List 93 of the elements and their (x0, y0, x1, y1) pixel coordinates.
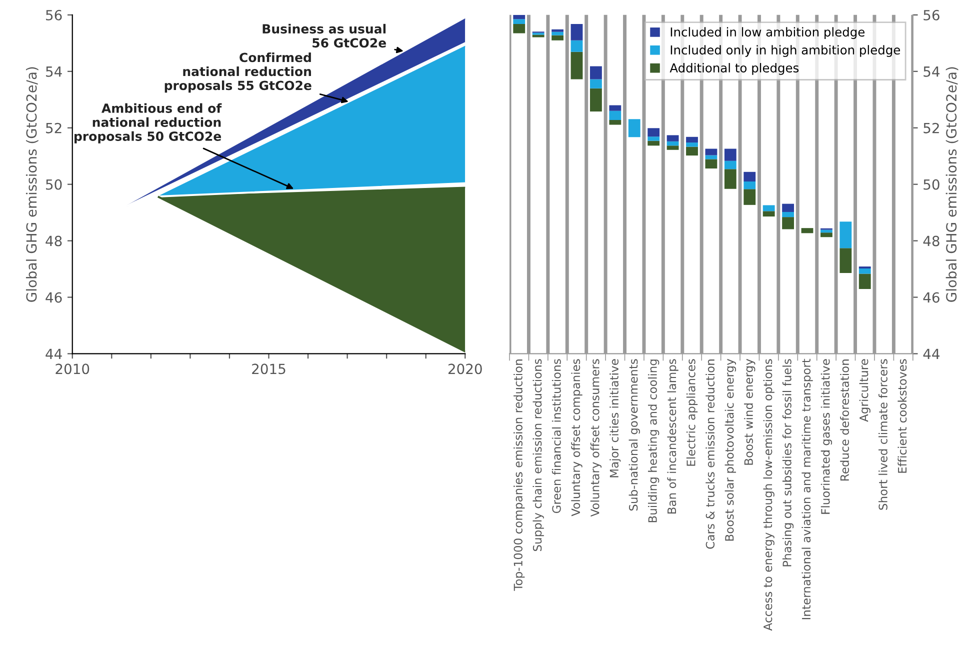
bar (686, 142, 698, 147)
bar (590, 88, 602, 112)
bar (609, 105, 622, 111)
x-tick-label: Voluntary offset consumers (590, 359, 602, 517)
bar (666, 135, 679, 142)
bar (858, 268, 871, 274)
y-tick-label: 50 (46, 179, 62, 190)
bar (590, 79, 602, 88)
bar (858, 274, 871, 290)
x-tick-label: Electric appliances (686, 359, 698, 466)
bar (820, 230, 832, 233)
y-axis-title: Global GHG emissions (GtCO2e/a) (946, 67, 958, 302)
bar (666, 141, 679, 146)
bar (744, 189, 756, 205)
annotation: Confirmed national reduction proposals 55 GtCO2e (164, 52, 312, 93)
x-tick-label: Green financial institutions (552, 359, 561, 514)
bar (648, 140, 660, 146)
bar (648, 128, 660, 137)
bar (552, 32, 564, 36)
x-tick-label: Agriculture (859, 359, 870, 422)
bar (513, 19, 526, 24)
x-tick-label: Access to energy through low-emission options (763, 359, 774, 631)
bar (762, 211, 775, 216)
bar (628, 119, 640, 138)
bar (762, 205, 775, 212)
y-tick-label: 44 (46, 348, 62, 359)
bar (570, 40, 583, 52)
bar (686, 146, 698, 156)
bar (590, 66, 602, 80)
x-tick-label: Boost wind energy (744, 358, 756, 465)
x-tick-label: Short lived climate forcers (878, 359, 888, 510)
y-tick-label: 46 (923, 292, 940, 303)
x-tick-label: International aviation and maritime transport (802, 358, 813, 620)
x-tick-label: Efficient cookstoves (898, 359, 907, 473)
y-tick-label: 56 (924, 10, 940, 20)
legend-label: Included only in high ambition pledge (670, 45, 900, 57)
y-tick-label: 46 (46, 292, 62, 303)
bar (724, 160, 736, 170)
bar (686, 136, 698, 143)
y-tick-label: 48 (46, 236, 62, 246)
bar (609, 120, 622, 125)
bar (648, 136, 660, 141)
bar (532, 34, 544, 38)
x-tick-label: 2020 (448, 364, 482, 374)
y-tick-label: 52 (924, 122, 939, 134)
annotation: Business as usual 56 GtCO2e (262, 24, 386, 48)
bar (724, 169, 736, 189)
bar (513, 24, 526, 34)
y-tick-label: 50 (924, 179, 940, 190)
bar (820, 232, 832, 238)
bar (705, 159, 718, 169)
legend-label: Additional to pledges (670, 63, 799, 75)
y-tick-label: 44 (923, 348, 940, 359)
bar (840, 222, 852, 248)
x-tick-label: Supply chain emission reductions (532, 359, 544, 552)
legend-label: Included in low ambition pledge (670, 27, 864, 39)
bar (840, 248, 852, 273)
x-tick-label: Major cities initiative (610, 359, 621, 478)
bar (782, 204, 794, 212)
bar (782, 212, 794, 218)
x-tick-label: Reduce deforestation (840, 360, 850, 481)
x-tick-label: Cars & trucks emission reduction (706, 360, 715, 549)
x-tick-label: Top-1000 companies emission reduction (514, 360, 525, 591)
y-tick-label: 54 (46, 66, 62, 77)
x-tick-label: Building heating and cooling (648, 360, 660, 522)
y-tick-label: 52 (46, 122, 62, 134)
bar (724, 148, 736, 161)
x-tick-label: Phasing out subsidies for fossil fuels (782, 359, 794, 566)
x-tick-label: Sub-national governments (628, 359, 640, 511)
bar (552, 35, 564, 40)
bar (782, 217, 794, 230)
x-tick-label: Ban of incandescent lamps (667, 359, 678, 514)
annotation: Ambitious end of national reduction proposals 50 GtCO2e (74, 103, 222, 144)
y-tick-label: 48 (923, 236, 940, 246)
bar (609, 110, 622, 120)
bar (744, 172, 756, 182)
y-tick-label: 54 (924, 66, 940, 77)
y-tick-label: 56 (46, 10, 62, 20)
bar (570, 52, 583, 80)
bar (666, 146, 679, 150)
x-tick-label: Boost solar photovoltaic energy (724, 358, 736, 541)
bar (552, 29, 564, 32)
bar (705, 148, 718, 156)
x-tick-label: 2015 (252, 364, 286, 374)
bar (801, 228, 814, 234)
bar (570, 24, 583, 40)
y-axis-title: Global GHG emissions (GtCO2e/a) (26, 67, 38, 302)
bar (513, 14, 526, 20)
bar (705, 155, 718, 160)
x-tick-label: Voluntary offset companies (571, 359, 582, 516)
x-tick-label: 2010 (56, 364, 90, 374)
bar (744, 181, 756, 190)
x-tick-label: Fluorinated gases initiative (820, 359, 832, 514)
